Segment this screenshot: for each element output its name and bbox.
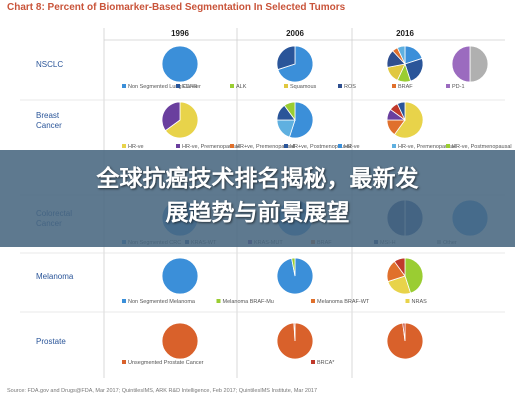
legend-label: Non Segmented Lung Cancer xyxy=(128,84,201,90)
headline-text: 全球抗癌技术排名揭秘，最新发 展趋势与前景展望 xyxy=(0,162,515,230)
legend-label: EGFR xyxy=(182,84,197,90)
row-label: NSCLC xyxy=(36,60,63,69)
row-label: Melanoma xyxy=(36,272,74,281)
legend-swatch xyxy=(230,144,234,148)
year-header: 2006 xyxy=(286,29,304,38)
legend-label: HR-ve, Postmenopausal xyxy=(452,144,512,150)
legend-label: Melanoma BRAF-WT xyxy=(317,299,370,305)
chart-title: Chart 8: Percent of Biomarker-Based Segm… xyxy=(7,2,346,13)
legend-label: Unsegmented Prostate Cancer xyxy=(128,360,204,366)
legend-swatch xyxy=(405,299,410,303)
pie-slice xyxy=(402,322,406,342)
headline-line-2: 展趋势与前景展望 xyxy=(165,200,350,226)
pie-slice xyxy=(393,257,406,278)
legend-swatch xyxy=(392,84,396,88)
legend-swatch xyxy=(216,299,221,303)
legend-swatch xyxy=(122,299,126,303)
legend-swatch xyxy=(446,84,450,88)
pie-slice xyxy=(161,257,199,295)
legend-swatch xyxy=(122,360,126,364)
headline-banner: 全球抗癌技术排名揭秘，最新发 展趋势与前景展望 xyxy=(0,150,515,247)
legend-swatch xyxy=(284,84,288,88)
source-note: Source: FDA.gov and Drugs@FDA, Mar 2017;… xyxy=(7,388,318,394)
legend-label: HR-ve xyxy=(344,144,360,150)
legend-label: PD-1 xyxy=(452,84,465,90)
legend-label: Squamous xyxy=(290,84,317,90)
legend-label: Melanoma BRAF-Mu xyxy=(223,299,274,305)
legend-swatch xyxy=(284,144,288,148)
headline-line-1: 全球抗癌技术排名揭秘，最新发 xyxy=(96,166,419,192)
pie-slice xyxy=(283,101,296,122)
pie-slice xyxy=(393,101,424,139)
pie-slice xyxy=(396,101,406,121)
legend-swatch xyxy=(338,144,342,148)
pie-slice xyxy=(161,101,181,132)
row-label: Cancer xyxy=(36,121,62,130)
row-label: Breast xyxy=(36,111,60,120)
pie-slice xyxy=(164,101,199,139)
legend-label: Non Segmented Melanoma xyxy=(128,299,196,305)
legend-swatch xyxy=(122,84,126,88)
legend-swatch xyxy=(230,84,234,88)
pie-slice xyxy=(396,45,406,65)
legend-label: ALK xyxy=(236,84,247,90)
pie-slice xyxy=(161,45,199,83)
legend-swatch xyxy=(446,144,450,148)
legend-label: HR-ve, Premenopausal xyxy=(182,144,239,150)
legend-swatch xyxy=(311,299,315,303)
legend-label: HR+ve, Postmenopausal xyxy=(290,144,351,150)
legend-swatch xyxy=(311,360,315,364)
pie-slice xyxy=(291,257,296,277)
pie-slice xyxy=(469,45,489,83)
legend-label: NRAS xyxy=(412,299,428,305)
legend-label: ROS xyxy=(344,84,356,90)
pie-slice xyxy=(451,45,471,83)
row-label: Prostate xyxy=(36,337,66,346)
legend-label: BRCA* xyxy=(317,360,335,366)
legend-swatch xyxy=(392,144,396,148)
year-header: 1996 xyxy=(171,29,189,38)
legend-label: HR+ve, Premenopausal xyxy=(236,144,295,150)
pie-slice xyxy=(293,322,296,342)
pie-slice xyxy=(276,45,296,71)
pie-slice xyxy=(277,45,314,83)
pie-slice xyxy=(404,257,424,294)
legend-swatch xyxy=(122,144,126,148)
year-header: 2016 xyxy=(396,29,414,38)
legend-swatch xyxy=(176,84,180,88)
legend-label: BRAF xyxy=(398,84,413,90)
pie-slice xyxy=(161,322,199,360)
year-headers: 1996 2006 2016 xyxy=(171,29,414,38)
legend-swatch xyxy=(176,144,180,148)
legend-label: HR-ve xyxy=(128,144,144,150)
legend-swatch xyxy=(338,84,342,88)
legend-label: HR-ve, Premenopausal xyxy=(398,144,455,150)
